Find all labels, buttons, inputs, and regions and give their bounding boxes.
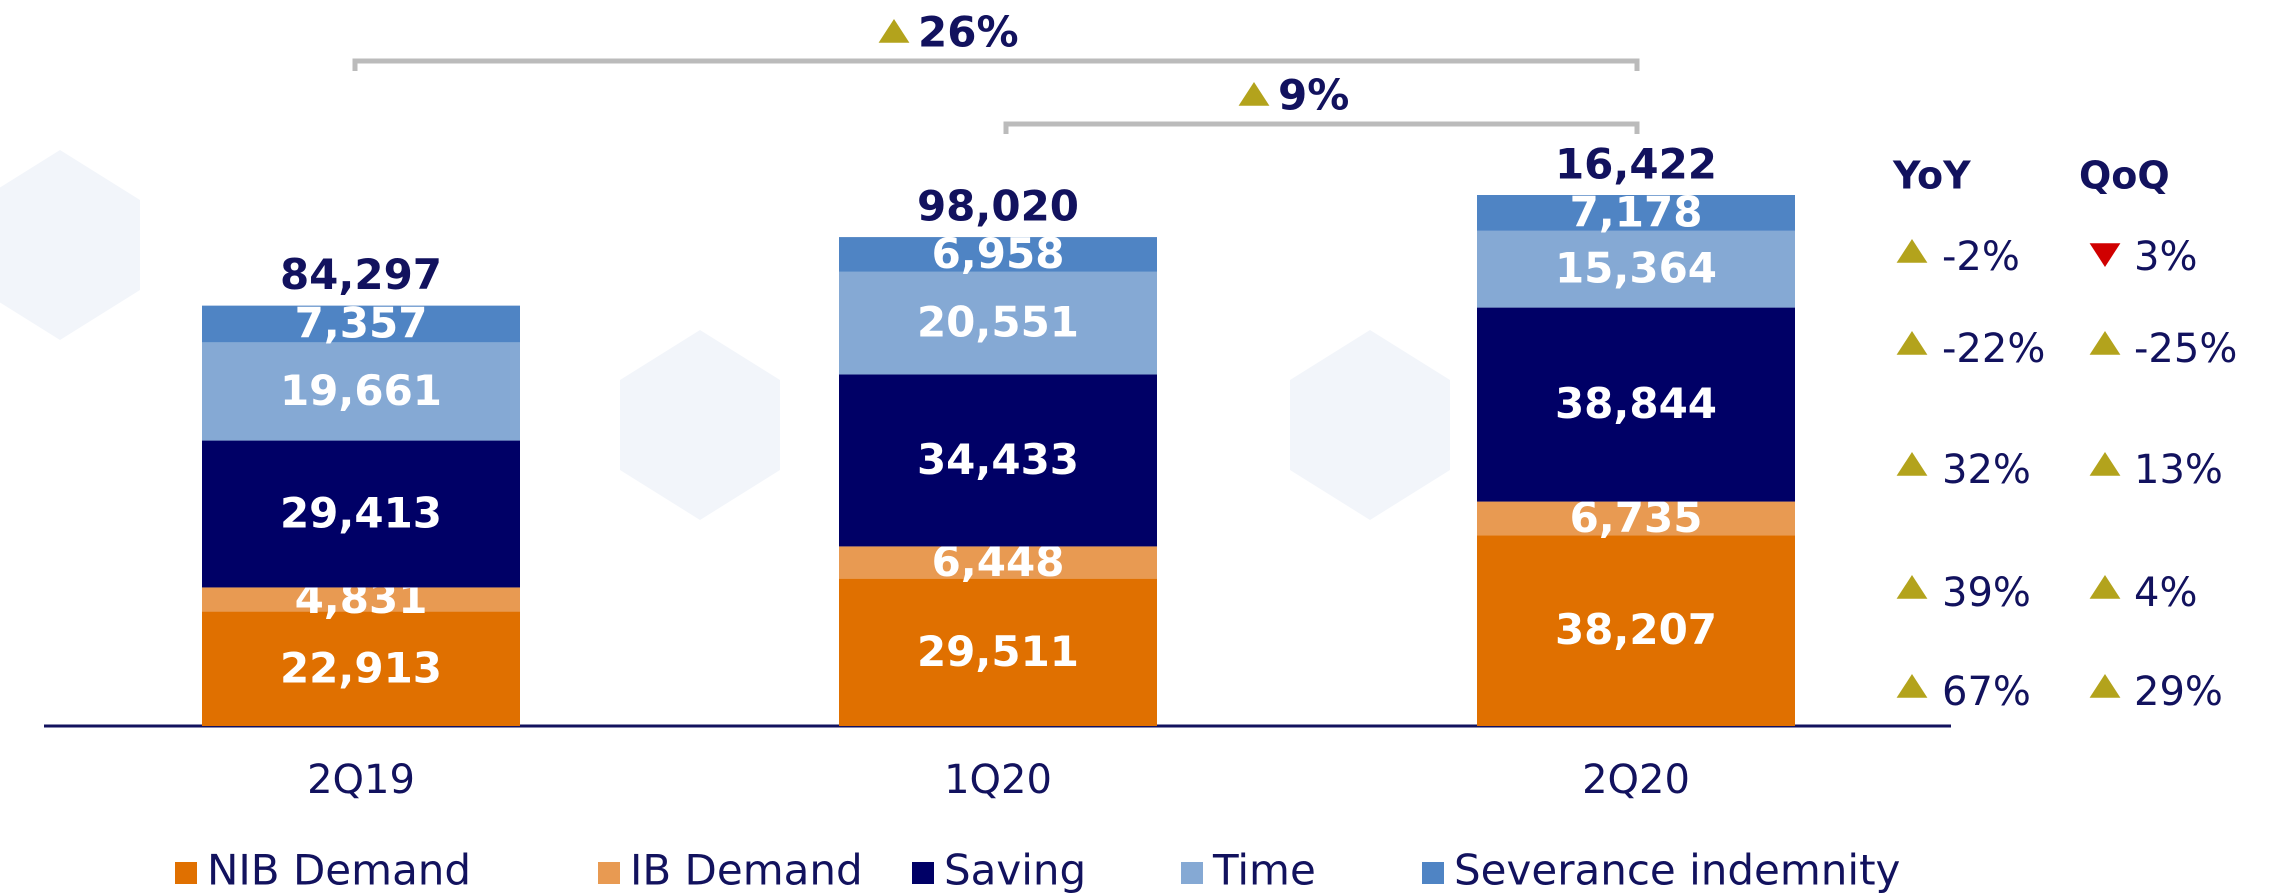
arrow-up: [1896, 331, 1928, 355]
legend-label: IB Demand: [630, 846, 863, 893]
change-value: 32%: [1942, 447, 2031, 493]
value-label: 38,844: [1555, 379, 1717, 428]
bracket: [352, 58, 1640, 71]
change-value: -22%: [1942, 326, 2045, 372]
change-value: 29%: [2134, 669, 2223, 715]
arrow-up: [1896, 575, 1928, 599]
x-tick-label: 1Q20: [944, 757, 1052, 803]
value-label: 7,357: [295, 299, 428, 348]
change-value: 39%: [1942, 570, 2031, 616]
arrow-up: [1896, 452, 1928, 476]
change-value: -25%: [2134, 326, 2237, 372]
total-label: 16,422: [1555, 140, 1717, 189]
bar-segment: [202, 342, 520, 441]
arrow-up: [878, 19, 910, 43]
legend-swatch: [598, 862, 620, 884]
arrow-down: [2089, 243, 2121, 267]
bar-segment: [202, 305, 520, 343]
annotation: 26%: [918, 8, 1019, 57]
change-value: 4%: [2134, 570, 2197, 616]
annotation: 9%: [1278, 71, 1349, 120]
change-value: 13%: [2134, 447, 2223, 493]
bar-segment: [1477, 307, 1795, 502]
background: [0, 150, 1450, 520]
value-label: 6,958: [932, 229, 1065, 278]
column-header: QoQ: [2079, 154, 2170, 198]
bar-segment: [1477, 230, 1795, 308]
column-header: YoY: [1892, 154, 1971, 198]
arrow-up: [2089, 575, 2121, 599]
legend-label: NIB Demand: [207, 846, 471, 893]
bracket: [1003, 121, 1640, 134]
bar-segment: [202, 587, 520, 612]
bar-segment: [1477, 501, 1795, 536]
value-label: 15,364: [1555, 244, 1717, 293]
bar-segment: [839, 271, 1157, 375]
value-label: 7,178: [1570, 187, 1703, 236]
arrow-up: [1896, 239, 1928, 263]
value-label: 22,913: [280, 643, 442, 692]
bar-segment: [1477, 535, 1795, 726]
bar-segment: [839, 374, 1157, 547]
value-label: 29,511: [917, 627, 1079, 676]
x-tick-label: 2Q19: [307, 757, 415, 803]
change-value: -2%: [1942, 234, 2020, 280]
bar-segment: [839, 578, 1157, 726]
change-value: 67%: [1942, 669, 2031, 715]
bar-segment: [202, 611, 520, 726]
bar-segment: [839, 546, 1157, 579]
legend-swatch: [175, 862, 197, 884]
change-value: 3%: [2134, 234, 2197, 280]
total-label: 84,297: [280, 250, 442, 299]
arrow-up: [2089, 331, 2121, 355]
value-label: 29,413: [280, 489, 442, 538]
arrow-up: [2089, 452, 2121, 476]
value-label: 20,551: [917, 298, 1079, 347]
bar-segment: [839, 237, 1157, 272]
bar-segment: [202, 440, 520, 588]
legend-label: Severance indemnity: [1454, 846, 1900, 893]
legend-label: Saving: [944, 846, 1086, 893]
arrow-up: [1896, 674, 1928, 698]
legend-swatch: [1422, 862, 1444, 884]
bar-segment: [1477, 195, 1795, 231]
legend-swatch: [912, 862, 934, 884]
arrow-up: [2089, 674, 2121, 698]
x-tick-label: 2Q20: [1582, 757, 1690, 803]
total-label: 98,020: [917, 182, 1079, 231]
value-label: 38,207: [1555, 605, 1717, 654]
value-label: 19,661: [280, 366, 442, 415]
legend-label: Time: [1212, 846, 1316, 893]
legend-swatch: [1181, 862, 1203, 884]
value-label: 34,433: [917, 435, 1079, 484]
arrow-up: [1238, 82, 1270, 106]
